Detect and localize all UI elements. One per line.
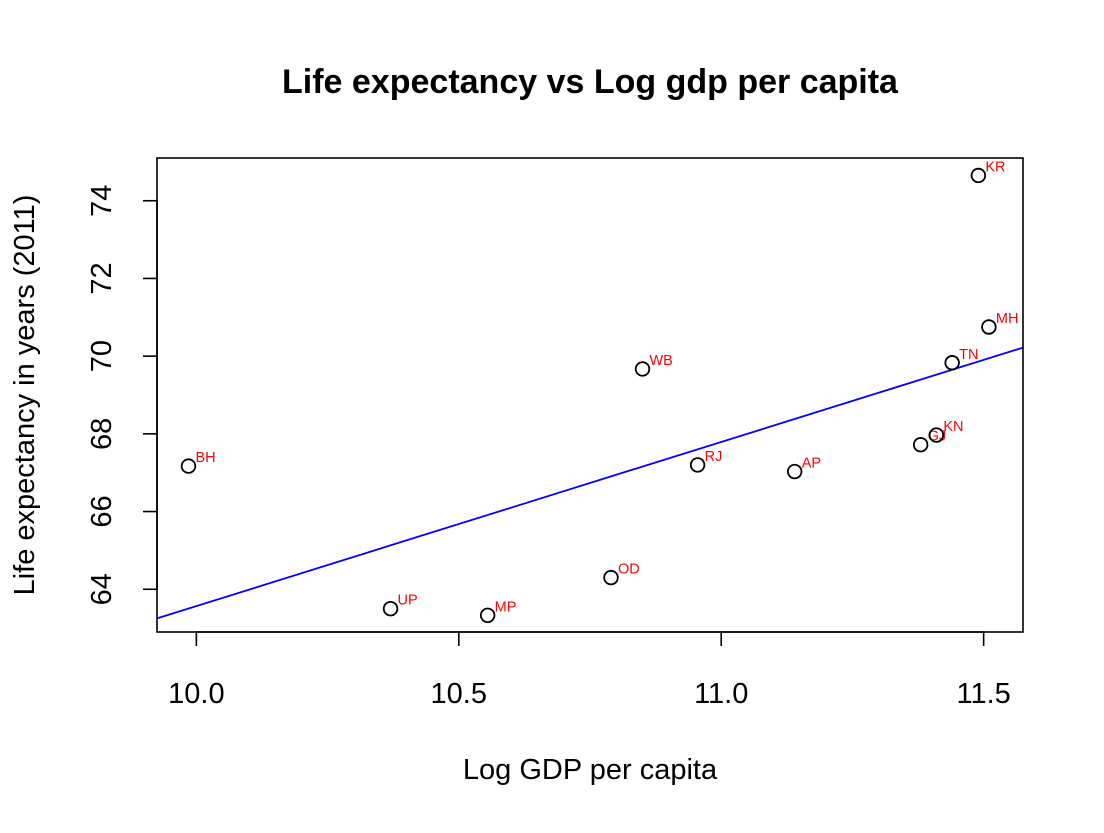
point-label-kr: KR — [985, 159, 1005, 175]
data-point-gj — [912, 437, 929, 453]
y-axis-title: Life expectancy in years (2011) — [9, 195, 41, 596]
x-tick-label: 11.0 — [694, 678, 748, 710]
data-point-up — [382, 600, 399, 617]
point-label-mh: MH — [996, 311, 1019, 327]
x-axis-title: Log GDP per capita — [463, 754, 718, 786]
y-tick-label: 66 — [86, 495, 118, 527]
point-label-mp: MP — [495, 599, 517, 615]
data-point-od — [603, 569, 619, 586]
x-tick-label: 11.5 — [956, 678, 1010, 710]
point-label-bh: BH — [195, 450, 215, 466]
chart-title: Life expectancy vs Log gdp per capita — [282, 63, 899, 101]
data-point-mp — [479, 607, 496, 623]
y-tick-label: 68 — [86, 418, 118, 450]
x-tick-label: 10.0 — [168, 678, 224, 710]
y-axis: 64 66 68 70 72 74 — [86, 185, 158, 605]
plot-frame — [156, 157, 1024, 633]
point-label-od: OD — [618, 562, 640, 578]
data-point-mh — [981, 319, 997, 335]
y-tick-label: 74 — [86, 185, 118, 217]
y-tick-label: 70 — [86, 340, 118, 372]
point-label-tn: TN — [959, 347, 978, 363]
data-point-bh — [180, 458, 197, 474]
data-point-tn — [944, 355, 960, 371]
data-point-wb — [634, 361, 651, 377]
point-label-rj: RJ — [705, 449, 723, 465]
x-tick-label: 10.5 — [431, 678, 487, 710]
point-label-up: UP — [398, 593, 418, 609]
data-point-kn — [928, 427, 945, 443]
data-point-rj — [689, 457, 706, 473]
regression-line — [156, 346, 1024, 620]
data-point-kr — [970, 167, 987, 184]
y-tick-label: 72 — [86, 262, 118, 294]
x-axis: 10.0 10.5 11.0 11.5 — [168, 631, 1011, 710]
point-label-ap: AP — [802, 456, 821, 472]
y-tick-label: 64 — [86, 573, 118, 605]
point-label-kn: KN — [943, 419, 963, 435]
data-point-ap — [786, 463, 803, 480]
point-label-wb: WB — [649, 353, 672, 369]
